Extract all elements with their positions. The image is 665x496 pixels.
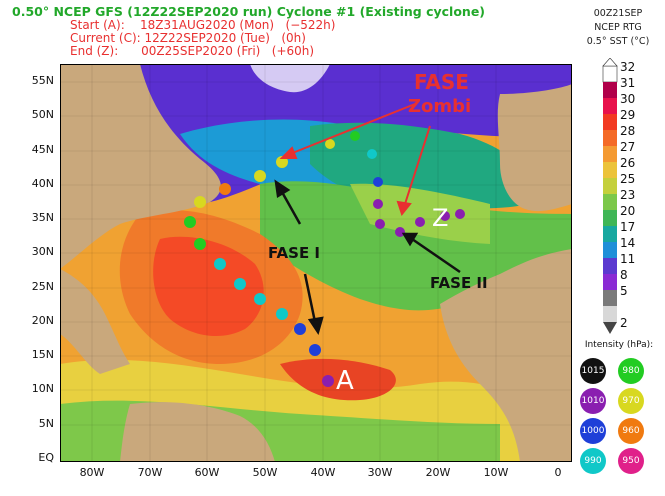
cb-label-5: 5: [620, 284, 628, 298]
legend-1000: 1000: [580, 418, 606, 444]
intensity-legend: Intensity (hPa): 1015 980 1010 970 1000 …: [574, 340, 664, 488]
lon-label-50w: 50W: [252, 466, 278, 479]
cb-label-27: 27: [620, 140, 636, 154]
cb-label-29: 29: [620, 108, 636, 122]
lon-label-60w: 60W: [194, 466, 220, 479]
sst-colorbar: [602, 58, 618, 334]
lat-label-eq: EQ: [38, 451, 54, 464]
lat-label-15n: 15N: [31, 348, 54, 361]
fase-zombi-label-2: Zombi: [408, 96, 472, 117]
marker-a: A: [336, 366, 354, 396]
lat-label-45n: 45N: [31, 143, 54, 156]
cb-label-17: 17: [620, 220, 636, 234]
legend-990: 990: [580, 448, 606, 474]
cb-label-2: 2: [620, 316, 628, 330]
legend-title: Intensity (hPa):: [584, 340, 654, 350]
end-line: End (Z): 00Z25SEP2020 (Fri) (+60h): [70, 44, 315, 58]
cb-label-30: 30: [620, 92, 636, 106]
fase-zombi-label-1: FASE: [414, 70, 469, 94]
map-title: 0.50° NCEP GFS (12Z22SEP2020 run) Cyclon…: [12, 4, 486, 19]
sst-field: 0.5° SST (°C): [586, 36, 650, 47]
lon-label-10w: 10W: [483, 466, 509, 479]
lat-label-50n: 50N: [31, 108, 54, 121]
cb-label-14: 14: [620, 236, 636, 250]
start-line: Start (A): 18Z31AUG2020 (Mon) (−522h): [70, 18, 336, 32]
lon-label-80w: 80W: [79, 466, 105, 479]
cyclone-track-phase-2: [325, 131, 465, 237]
zombi-arrows: [279, 103, 431, 217]
lat-label-40n: 40N: [31, 177, 54, 190]
cb-label-28: 28: [620, 124, 636, 138]
lat-label-55n: 55N: [31, 74, 54, 87]
lon-label-30w: 30W: [367, 466, 393, 479]
fase-ii-label: FASE II: [430, 274, 488, 292]
marker-z: Z: [432, 204, 449, 232]
cb-label-20: 20: [620, 204, 636, 218]
legend-970: 970: [618, 388, 644, 414]
fase-i-label: FASE I: [268, 244, 320, 262]
current-line: Current (C): 12Z22SEP2020 (Tue) (0h): [70, 31, 306, 45]
lon-label-0: 0: [554, 466, 562, 479]
legend-980: 980: [618, 358, 644, 384]
legend-1015: 1015: [580, 358, 606, 384]
lat-label-30n: 30N: [31, 245, 54, 258]
cyclone-track-phase-1: [184, 156, 334, 387]
lat-label-5n: 5N: [38, 417, 54, 430]
legend-950: 950: [618, 448, 644, 474]
cb-label-31: 31: [620, 76, 636, 90]
lat-label-35n: 35N: [31, 211, 54, 224]
phase-arrows: [274, 179, 461, 335]
lat-label-10n: 10N: [31, 382, 54, 395]
cb-label-26: 26: [620, 156, 636, 170]
cb-label-23: 23: [620, 188, 636, 202]
cb-label-25: 25: [620, 172, 636, 186]
lon-label-20w: 20W: [425, 466, 451, 479]
sst-date: 00Z21SEP: [593, 8, 643, 19]
lat-label-20n: 20N: [31, 314, 54, 327]
lon-label-40w: 40W: [310, 466, 336, 479]
cb-label-11: 11: [620, 252, 636, 266]
lon-label-70w: 70W: [137, 466, 163, 479]
cb-label-32: 32: [620, 60, 636, 74]
sst-source: NCEP RTG: [594, 22, 642, 33]
legend-1010: 1010: [580, 388, 606, 414]
sst-map: [60, 64, 572, 462]
cb-label-8: 8: [620, 268, 628, 282]
legend-960: 960: [618, 418, 644, 444]
lat-label-25n: 25N: [31, 280, 54, 293]
